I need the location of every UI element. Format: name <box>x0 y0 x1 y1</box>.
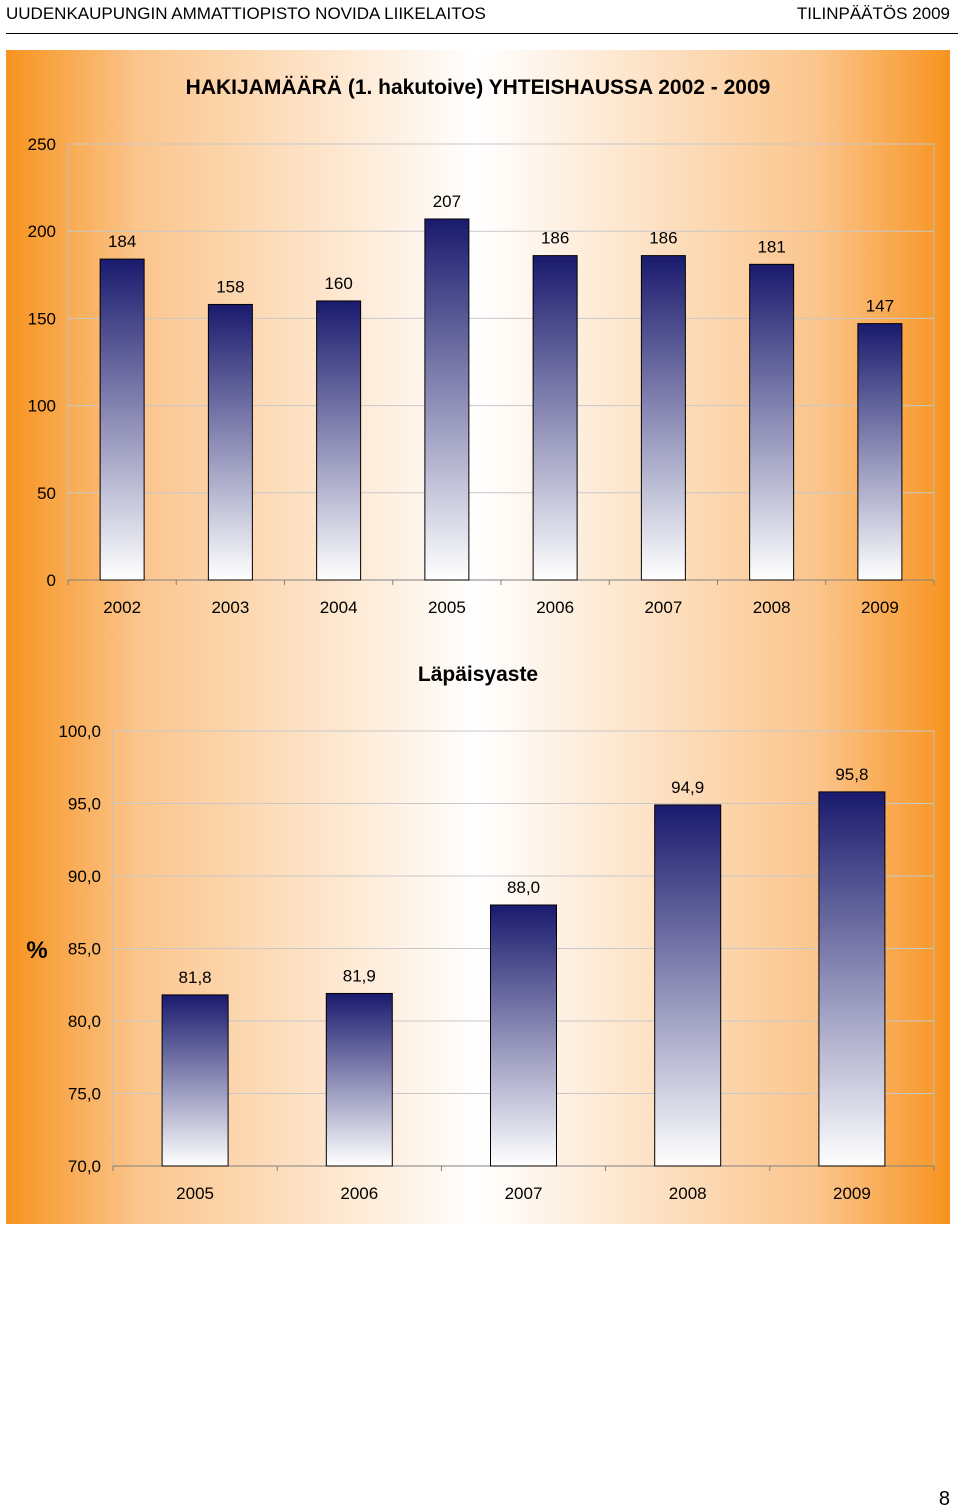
x-tick-label-2007: 2007 <box>644 598 682 617</box>
data-label-2009: 147 <box>866 297 894 316</box>
data-label-2002: 184 <box>108 232 136 251</box>
x-tick-label-2006: 2006 <box>536 598 574 617</box>
x-tick-label-2009: 2009 <box>861 598 899 617</box>
x-tick-label-2007: 2007 <box>505 1184 543 1203</box>
bar-2007 <box>640 255 686 581</box>
data-label-2007: 88,0 <box>507 878 540 897</box>
bar-2005 <box>161 994 229 1167</box>
data-label-2006: 81,9 <box>343 966 376 985</box>
bar-2008 <box>749 263 795 581</box>
data-label-2007: 186 <box>649 229 677 248</box>
x-tick-label-2006: 2006 <box>340 1184 378 1203</box>
bar-2003 <box>207 303 253 581</box>
bar-2007 <box>490 904 557 1167</box>
chart-title: HAKIJAMÄÄRÄ (1. hakutoive) YHTEISHAUSSA … <box>186 76 771 99</box>
y-tick-label: 0 <box>47 571 56 590</box>
data-label-2004: 160 <box>324 274 352 293</box>
y-tick-label: 90,0 <box>68 867 101 886</box>
x-tick-label-2008: 2008 <box>669 1184 707 1203</box>
data-label-2005: 81,8 <box>179 968 212 987</box>
header-report-title: TILINPÄÄTÖS 2009 <box>796 4 950 23</box>
y-tick-label: 95,0 <box>68 795 101 814</box>
plot-area <box>67 143 935 581</box>
x-tick-label-2004: 2004 <box>320 598 358 617</box>
bar-2009 <box>857 323 903 581</box>
y-axis-label: % <box>26 937 47 964</box>
x-tick-label-2009: 2009 <box>833 1184 871 1203</box>
bar-2006 <box>325 992 393 1167</box>
applicants-chart: HAKIJAMÄÄRÄ (1. hakutoive) YHTEISHAUSSA … <box>28 76 935 617</box>
data-label-2003: 158 <box>216 277 244 296</box>
y-tick-label: 150 <box>28 309 56 328</box>
data-label-2009: 95,8 <box>835 765 868 784</box>
bar-2009 <box>818 791 886 1167</box>
pass-rate-chart: Läpäisyaste 70,0 75,0 80,0 85,0 90,0 95,0 100,0… <box>26 663 935 1203</box>
data-label-2008: 94,9 <box>671 778 704 797</box>
bar-2008 <box>654 804 722 1167</box>
data-label-2008: 181 <box>757 237 785 256</box>
y-tick-label: 250 <box>28 135 56 154</box>
header-divider <box>6 33 958 34</box>
chart-title: Läpäisyaste <box>418 663 538 686</box>
data-label-2006: 186 <box>541 229 569 248</box>
header-org-name: UUDENKAUPUNGIN AMMATTIOPISTO NOVIDA LIIK… <box>6 4 486 23</box>
bar-2006 <box>532 255 578 581</box>
x-tick-label-2008: 2008 <box>753 598 791 617</box>
bar-2004 <box>316 300 362 581</box>
x-tick-label-2002: 2002 <box>103 598 141 617</box>
y-tick-label: 50 <box>37 484 56 503</box>
data-label-2005: 207 <box>433 192 461 211</box>
x-tick-label-2003: 2003 <box>211 598 249 617</box>
x-tick-label-2005: 2005 <box>176 1184 214 1203</box>
y-tick-label: 80,0 <box>68 1012 101 1031</box>
y-tick-label: 85,0 <box>68 940 101 959</box>
bar-2002 <box>99 258 145 581</box>
x-tick-label-2005: 2005 <box>428 598 466 617</box>
y-tick-label: 75,0 <box>68 1085 101 1104</box>
y-tick-label: 100,0 <box>58 722 101 741</box>
y-tick-label: 200 <box>28 222 56 241</box>
y-tick-label: 70,0 <box>68 1157 101 1176</box>
y-tick-label: 100 <box>28 397 56 416</box>
bar-2005 <box>424 218 470 581</box>
page-number: 8 <box>938 1488 950 1510</box>
